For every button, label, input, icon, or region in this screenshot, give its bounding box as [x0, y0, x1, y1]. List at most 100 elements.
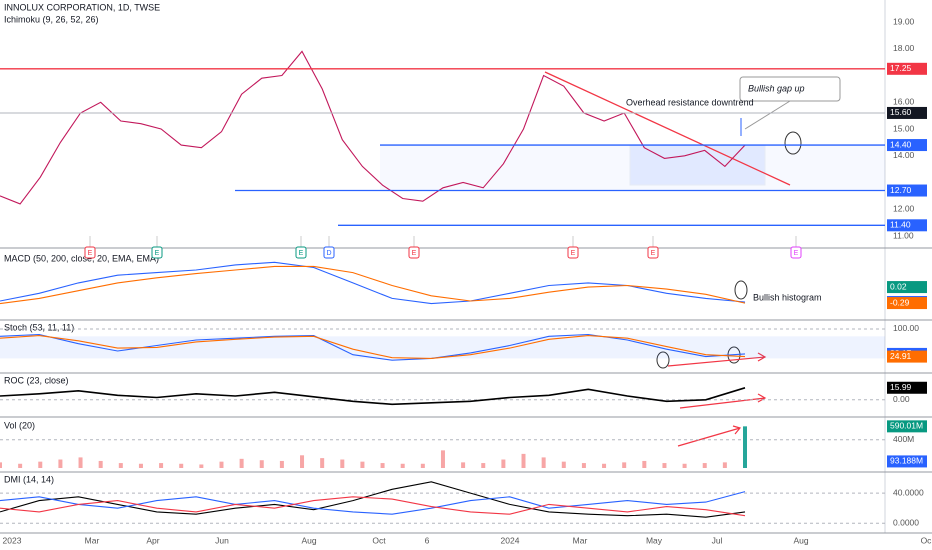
volume-bar — [541, 457, 546, 468]
circle-marker — [656, 351, 670, 369]
volume-bar — [461, 462, 466, 468]
trend-line — [544, 71, 791, 186]
pane-title: ROC (23, close) — [4, 375, 69, 385]
y-tick-label: 19.00 — [893, 16, 915, 26]
x-tick-label: Apr — [146, 535, 159, 545]
level-label-bg — [887, 139, 927, 152]
level-label: 590.01M — [890, 421, 923, 431]
level-label-bg — [887, 184, 927, 197]
level-label-bg — [887, 381, 927, 394]
volume-bar — [420, 463, 425, 468]
annotation: Overhead resistance downtrend — [626, 97, 754, 107]
event-badge — [295, 246, 307, 259]
level-label: 14.40 — [890, 139, 912, 149]
pane-title: MACD (50, 200, close, 20, EMA, EMA) — [4, 253, 159, 263]
volume-bar — [622, 462, 627, 468]
volume-bar — [38, 461, 43, 468]
volume-bar — [581, 463, 586, 468]
event-badge — [647, 246, 659, 259]
volume-bar — [159, 463, 164, 468]
event-label: E — [794, 250, 799, 257]
volume-bar — [380, 463, 385, 468]
level-label: 12.70 — [890, 185, 912, 195]
series-line — [0, 387, 746, 406]
level-label: 15.60 — [890, 107, 912, 117]
series-line — [0, 333, 746, 361]
series-line — [0, 481, 746, 518]
event-badge — [323, 246, 335, 259]
y-tick-label: 40.0000 — [893, 487, 924, 497]
level-label: -0.29 — [890, 297, 910, 307]
y-tick-label: 16.00 — [893, 97, 915, 107]
level-label-bg — [887, 106, 927, 119]
y-tick-label: 15.00 — [893, 123, 915, 133]
series-line — [0, 261, 746, 305]
volume-bar — [239, 458, 244, 468]
arrows — [667, 352, 767, 447]
volume-bar — [702, 463, 707, 468]
level-label: 15.99 — [890, 382, 912, 392]
pane-title: Vol (20) — [4, 420, 35, 430]
level-label: 17.25 — [890, 63, 912, 73]
circle-marker — [784, 131, 802, 155]
level-label-bg — [887, 219, 927, 232]
indicator-label: Ichimoku (9, 26, 52, 26) — [4, 14, 99, 24]
x-tick-label: 2023 — [3, 535, 22, 545]
volume-bar — [501, 459, 506, 468]
event-badge — [567, 246, 579, 259]
x-tick-label: 6 — [425, 535, 430, 545]
volume-bar — [179, 463, 184, 468]
series-line — [0, 265, 746, 305]
event-badge — [790, 246, 802, 259]
x-tick-label: Oc — [921, 535, 932, 545]
stoch-band — [0, 336, 885, 359]
volume-bar — [118, 463, 123, 468]
x-tick-label: 2024 — [501, 535, 520, 545]
level-label-bg — [887, 420, 927, 433]
volume-bar — [440, 450, 445, 468]
level-label: 24.91 — [890, 351, 912, 361]
event-label: E — [571, 250, 576, 257]
level-label: 93.188M — [890, 456, 923, 466]
volume-bar — [18, 463, 23, 468]
volume-bar — [199, 464, 204, 468]
volume-bar — [0, 462, 2, 468]
annotation: Bullish gap up — [748, 83, 805, 93]
level-label-bg — [887, 297, 927, 310]
level-label-bg — [887, 281, 927, 294]
x-tick-label: May — [646, 535, 663, 545]
x-tick-label: Oct — [372, 535, 386, 545]
callout-pointer — [744, 100, 791, 130]
level-label-bg — [887, 455, 927, 468]
circle-marker — [734, 280, 748, 300]
x-tick-label: Mar — [573, 535, 588, 545]
volume-bar — [400, 463, 405, 468]
chart-title: INNOLUX CORPORATION, 1D, TWSE — [4, 2, 160, 12]
pane-title: DMI (14, 14) — [4, 474, 54, 484]
volume-bar — [219, 461, 224, 468]
event-label: E — [299, 250, 304, 257]
volume-bar — [602, 463, 607, 468]
event-label: E — [155, 250, 160, 257]
event-badge — [408, 246, 420, 259]
volume-bar — [642, 460, 647, 468]
level-label-bg — [887, 62, 927, 75]
y-tick-label: 0.0000 — [893, 517, 919, 527]
y-tick-label: 400M — [893, 434, 914, 444]
event-label: D — [326, 250, 331, 257]
y-tick-label: 14.00 — [893, 150, 915, 160]
volume-bar — [561, 461, 566, 468]
volume-bar — [98, 460, 103, 468]
pane-title: Stoch (53, 11, 11) — [4, 322, 74, 332]
volume-bar — [259, 460, 264, 468]
volume-bar — [58, 459, 63, 468]
volume-bar — [320, 458, 325, 468]
x-tick-label: Jul — [712, 535, 723, 545]
y-tick-label: 18.00 — [893, 43, 915, 53]
volume-bar — [360, 461, 365, 468]
volume-bar — [138, 463, 143, 468]
event-badge — [151, 246, 163, 259]
volume-bar — [279, 460, 284, 468]
y-tick-label: 11.00 — [893, 230, 914, 240]
